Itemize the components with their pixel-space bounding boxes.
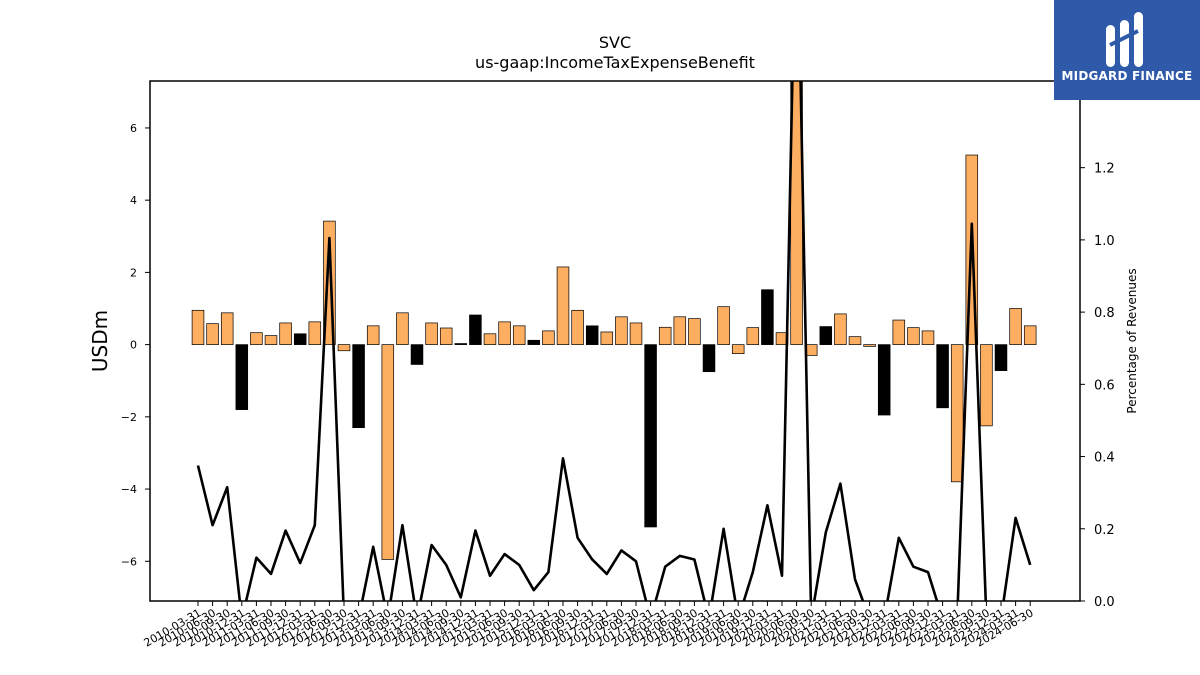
bar-2014-12-31 (469, 314, 482, 345)
plot-frame (149, 80, 1081, 602)
y-axis-label: USDm (88, 310, 112, 372)
bar-2010-12-31 (235, 344, 249, 410)
bar-2023-09-30 (980, 344, 993, 427)
y2-tick-label: 0.2 (1094, 523, 1115, 538)
bar-2022-09-30 (921, 330, 935, 345)
bar-2013-09-30 (396, 312, 409, 345)
bar-2023-03-31 (950, 344, 964, 483)
y2-tick-label: 1.2 (1094, 162, 1115, 177)
bar-2021-03-31 (834, 313, 847, 345)
chart-subtitle: us-gaap:IncomeTaxExpenseBenefit (475, 53, 755, 72)
y-tick-label: −4 (121, 483, 137, 496)
bar-2010-03-31 (191, 309, 205, 345)
y2-tick-label: 0.0 (1094, 595, 1115, 610)
bar-2016-06-30 (556, 266, 570, 345)
bar-2015-12-31 (527, 339, 541, 345)
line-series (196, 81, 1032, 601)
bar-2012-09-30 (337, 344, 351, 352)
bar-2019-12-31 (761, 289, 774, 345)
bar-2013-12-31 (410, 344, 424, 365)
bar-2016-03-31 (542, 330, 555, 345)
bar-2015-09-30 (512, 325, 526, 345)
bar-2017-06-30 (615, 316, 628, 345)
bar-2021-06-30 (848, 336, 862, 345)
bar-2014-03-31 (425, 322, 438, 345)
bar-2010-06-30 (206, 323, 219, 345)
y-tick-label: −2 (121, 411, 137, 424)
bar-2016-09-30 (571, 309, 584, 345)
bar-2011-03-31 (250, 332, 263, 345)
y2-axis-label: Percentage of Revenues (1125, 268, 1139, 413)
bar-2011-06-30 (264, 335, 278, 345)
y-tick-label: 6 (130, 122, 137, 135)
bar-2011-09-30 (279, 322, 292, 345)
bar-2021-09-30 (863, 344, 876, 347)
ratio-line (196, 81, 1032, 601)
bar-2017-03-31 (600, 331, 614, 345)
bar-2011-12-31 (293, 333, 307, 345)
bar-2017-09-30 (629, 322, 643, 345)
bar-2024-03-31 (1009, 308, 1022, 345)
bar-2016-12-31 (585, 325, 599, 345)
bar-2018-12-31 (702, 344, 716, 373)
y-axis-left: −6 −4 −2 0 2 4 6 (121, 122, 150, 568)
bar-2019-09-30 (746, 327, 760, 345)
bar-2019-06-30 (731, 344, 745, 354)
logo-text: MIDGARD FINANCE (1061, 69, 1193, 83)
y-tick-label: 4 (130, 194, 137, 207)
bar-2010-09-30 (220, 312, 234, 345)
bar-2013-06-30 (381, 344, 395, 560)
bar-2012-06-30 (323, 220, 336, 345)
y2-tick-label: 0.6 (1094, 378, 1115, 393)
logo-mark-icon (1106, 12, 1143, 67)
bar-2024-06-30 (1023, 325, 1037, 345)
bar-2014-06-30 (439, 327, 453, 345)
bar-2020-06-30 (790, 81, 803, 345)
bar-2015-06-30 (498, 321, 511, 345)
y2-tick-label: 0.8 (1094, 306, 1115, 321)
bar-2012-03-31 (308, 321, 322, 345)
bar-2018-06-30 (673, 316, 687, 345)
midgard-finance-logo: MIDGARD FINANCE (1054, 0, 1200, 100)
bar-2022-03-31 (892, 319, 906, 345)
bar-2017-12-31 (644, 344, 657, 528)
bar-2023-12-31 (994, 344, 1008, 371)
y2-tick-label: 0.4 (1094, 451, 1115, 466)
y-tick-label: −6 (121, 555, 137, 568)
bar-2020-12-31 (819, 326, 833, 345)
bar-2014-09-30 (454, 343, 468, 345)
chart-title: SVC (599, 33, 631, 52)
y-axis-right: 0.0 0.2 0.4 0.6 0.8 1.0 1.2 (1080, 162, 1115, 610)
bar-2013-03-31 (366, 325, 380, 345)
bar-series (191, 81, 1037, 560)
bar-2022-12-31 (936, 344, 949, 409)
y-tick-label: 0 (130, 339, 137, 352)
bar-2022-06-30 (907, 327, 920, 345)
bar-2018-09-30 (688, 318, 701, 345)
bar-2012-12-31 (352, 344, 365, 429)
y-tick-label: 2 (130, 266, 137, 279)
bar-2021-12-31 (877, 344, 891, 416)
bar-2019-03-31 (717, 306, 730, 345)
bar-2015-03-31 (483, 333, 497, 345)
x-axis: 2010-03-312010-06-302010-09-302010-12-31… (142, 601, 1036, 650)
y2-tick-label: 1.0 (1094, 234, 1115, 249)
bar-2018-03-31 (658, 326, 672, 345)
